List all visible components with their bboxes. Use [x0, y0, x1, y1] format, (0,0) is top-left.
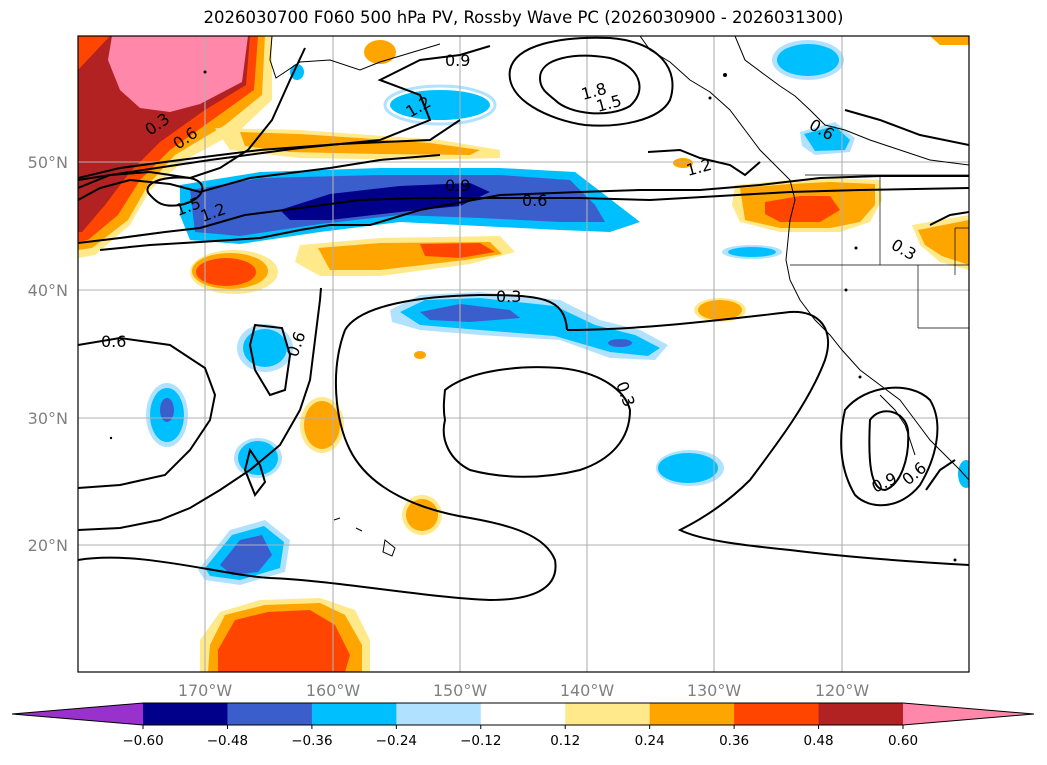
lat-label-30n: 30°N [28, 409, 68, 428]
latitude-axis: 50°N 40°N 30°N 20°N [28, 153, 68, 555]
colorbar: −0.60 −0.48 −0.36 −0.24 −0.12 0.12 0.24 0.36 0.4… [11, 702, 1035, 749]
colorbar-segment [311, 703, 397, 725]
colorbar-tick-label: −0.60 [122, 733, 163, 749]
negative-anomaly-blobs [146, 40, 969, 585]
lon-label-130w: 130°W [687, 681, 742, 700]
colorbar-tick-label: 0.60 [888, 733, 918, 749]
graticule [78, 36, 969, 672]
lon-label-160w: 160°W [306, 681, 361, 700]
coastlines [269, 36, 969, 557]
colorbar-tick-label: −0.48 [207, 733, 248, 749]
lon-label-150w: 150°W [433, 681, 488, 700]
colorbar-segment [480, 703, 566, 725]
map-frame [77, 35, 970, 673]
contour-label: 0.6 [101, 332, 126, 351]
small-islands [109, 70, 957, 562]
longitude-axis: 170°W 160°W 150°W 140°W 130°W 120°W [178, 681, 870, 700]
colorbar-segment [227, 703, 313, 725]
colorbar-tick-label: −0.12 [460, 733, 501, 749]
contour-label: 0.6 [522, 191, 547, 210]
lat-label-40n: 40°N [28, 281, 68, 300]
lon-label-140w: 140°W [560, 681, 615, 700]
colorbar-tick-label: 0.48 [804, 733, 834, 749]
colorbar-segment [818, 703, 904, 725]
contour-label: 0.9 [445, 51, 470, 70]
colorbar-segment [396, 703, 482, 725]
contour-label: 0.9 [445, 176, 470, 195]
colorbar-segment [649, 703, 735, 725]
positive-anomaly-blobs [190, 40, 746, 672]
colorbar-tick-label: −0.36 [291, 733, 332, 749]
map-title: 2026030700 F060 500 hPa PV, Rossby Wave … [203, 8, 844, 27]
colorbar-segment [143, 703, 228, 725]
pv-contours [78, 36, 969, 602]
colorbar-extend-min [12, 703, 143, 725]
colorbar-tick-label: 0.12 [550, 733, 580, 749]
colorbar-extend-max [903, 703, 1034, 725]
colorbar-segment [734, 703, 820, 725]
lat-label-50n: 50°N [28, 153, 68, 172]
contour-label: 0.3 [496, 287, 521, 306]
colorbar-segment [565, 703, 651, 725]
lon-label-120w: 120°W [815, 681, 870, 700]
lon-label-170w: 170°W [178, 681, 233, 700]
colorbar-tick-label: 0.36 [719, 733, 749, 749]
lat-label-20n: 20°N [28, 536, 68, 555]
colorbar-tick-label: −0.24 [376, 733, 417, 749]
colorbar-tick-label: 0.24 [635, 733, 665, 749]
